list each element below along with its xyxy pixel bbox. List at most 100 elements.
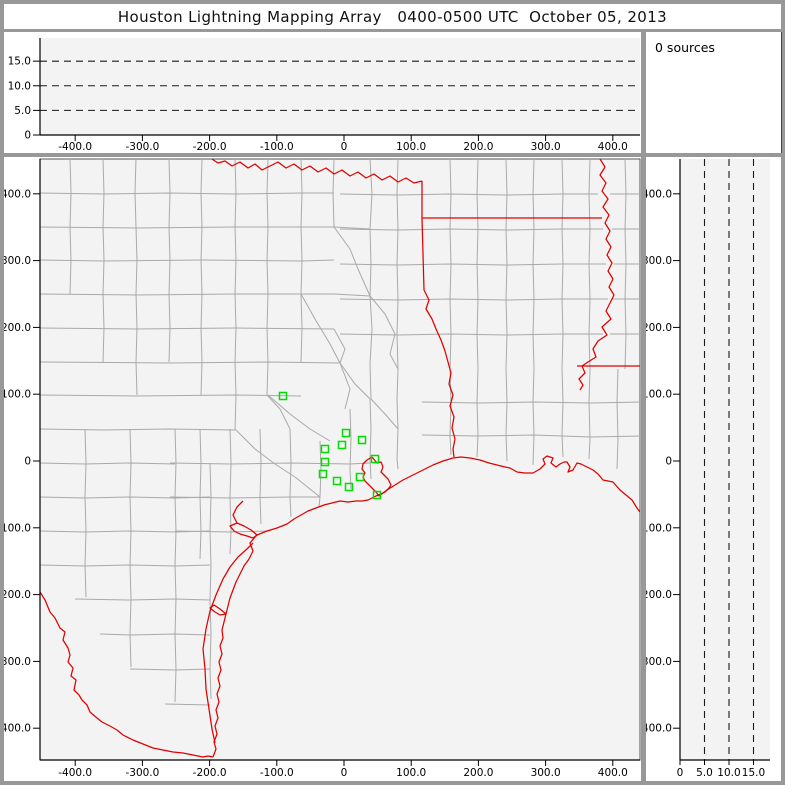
county-boundary — [229, 428, 232, 555]
ns-distance-tick-label: -400.0 — [4, 723, 31, 735]
ns-distance-tick-label: 200.0 — [4, 322, 31, 334]
map-plot-area[interactable] — [39, 158, 641, 761]
sources-panel: 0 sources — [646, 32, 782, 153]
ns-distance-tick-label: 100.0 — [4, 389, 31, 401]
county-boundary — [339, 263, 606, 266]
county-boundary — [333, 226, 371, 297]
county-boundary — [421, 434, 640, 438]
ew-distance-tick-label: -100.0 — [260, 767, 294, 779]
altitude-ew-plot[interactable]: 0 5.0 10.0 15.0 -400.0 -300.0 -200.0 -100.0 0 100… — [4, 32, 641, 153]
state-border-line — [578, 365, 586, 391]
ew-distance-tick-label: 300.0 — [531, 141, 561, 153]
ns-distance-tick-label: -100.0 — [4, 522, 31, 534]
county-boundary — [370, 398, 399, 430]
county-lines — [40, 159, 640, 706]
county-boundary — [200, 159, 203, 396]
county-boundary — [259, 428, 262, 525]
altitude-profile-panel: -400.0 -300.0 -200.0 -100.0 0 100.0 200.0 300.0… — [646, 157, 781, 781]
altitude-tick-label: 5.0 — [14, 105, 31, 117]
county-boundary — [174, 428, 177, 703]
county-boundary — [40, 564, 211, 567]
county-boundary — [449, 368, 452, 456]
county-boundary — [339, 362, 371, 400]
altitude-tick-label: 0 — [677, 767, 684, 779]
county-boundary — [369, 295, 399, 370]
ns-distance-tick-label: 300.0 — [4, 255, 31, 267]
ew-distance-tick-label: 200.0 — [463, 767, 493, 779]
state-border-line — [423, 289, 456, 458]
county-boundary — [339, 193, 598, 196]
county-boundary — [134, 159, 138, 396]
ew-distance-tick-label: 400.0 — [598, 141, 628, 153]
lma-station-marker — [344, 482, 354, 492]
county-boundary — [164, 703, 211, 706]
lma-station-marker — [320, 444, 330, 454]
county-boundary — [505, 368, 508, 462]
altitude-tick-label: 15.0 — [8, 56, 31, 68]
county-boundary — [339, 333, 603, 336]
county-boundary — [40, 259, 335, 262]
altitude-tick-label: 10.0 — [8, 80, 31, 92]
lma-station-marker — [337, 440, 347, 450]
lma-station-marker — [332, 476, 342, 486]
ns-distance-tick-label: 400.0 — [646, 188, 672, 200]
lma-station-marker — [370, 454, 380, 464]
county-boundary — [532, 159, 535, 370]
county-boundary — [129, 668, 211, 671]
county-boundary — [294, 476, 321, 498]
ew-distance-tick-label: -200.0 — [193, 141, 227, 153]
ew-distance-tick-label: -100.0 — [260, 141, 294, 153]
county-boundary — [99, 633, 211, 636]
state-border-line — [581, 159, 615, 367]
plan-view-map[interactable]: -400.0 -300.0 -200.0 -100.0 0 100.0 200.0 300.0… — [4, 157, 641, 781]
ns-distance-tick-label: -100.0 — [646, 522, 672, 534]
county-boundary — [40, 192, 334, 195]
ns-distance-tick-label: 400.0 — [4, 188, 31, 200]
lma-station-marker — [318, 469, 328, 479]
state-border-line — [211, 159, 423, 184]
ns-distance-tick-label: 0 — [665, 456, 672, 468]
ew-distance-tick-label: 100.0 — [396, 141, 426, 153]
lma-station-marker — [278, 391, 288, 401]
ew-distance-tick-label: 100.0 — [396, 767, 426, 779]
county-boundary — [505, 159, 508, 370]
county-boundary — [300, 293, 341, 364]
ew-distance-tick-label: 400.0 — [598, 767, 628, 779]
ew-distance-tick-label: -400.0 — [58, 141, 92, 153]
ns-distance-tick-label: -200.0 — [4, 589, 31, 601]
county-boundary — [318, 440, 322, 508]
ns-distance-tick-label: -300.0 — [646, 656, 672, 668]
altitude-tick-label: 15.0 — [742, 767, 765, 779]
county-boundary — [40, 293, 371, 297]
state-border-line — [209, 604, 227, 616]
ew-distance-tick-label: -200.0 — [193, 767, 227, 779]
county-boundary — [40, 361, 341, 364]
altitude-tick-label: 0 — [24, 130, 31, 142]
lma-stations — [278, 391, 382, 500]
county-boundary — [339, 228, 603, 231]
map-panel: -400.0 -300.0 -200.0 -100.0 0 100.0 200.0 300.0… — [4, 157, 641, 781]
ns-distance-tick-label: -200.0 — [646, 589, 672, 601]
state-border-line — [421, 181, 425, 291]
county-boundary — [339, 298, 608, 301]
county-boundary — [289, 428, 292, 518]
ew-distance-tick-label: 0 — [341, 767, 348, 779]
county-boundary — [40, 327, 335, 330]
altitude-time-panel: 0 5.0 10.0 15.0 -400.0 -300.0 -200.0 -100.0 0 100… — [4, 32, 641, 153]
map-layers — [40, 159, 640, 758]
ns-distance-tick-label: 100.0 — [646, 389, 672, 401]
lma-station-marker — [320, 457, 330, 467]
county-boundary — [267, 394, 331, 442]
ns-distance-tick-label: -300.0 — [4, 656, 31, 668]
ew-distance-tick-label: -400.0 — [58, 767, 92, 779]
county-boundary — [209, 462, 212, 700]
ew-distance-tick-label: 200.0 — [463, 141, 493, 153]
altitude-ns-plot-area[interactable] — [680, 159, 770, 760]
ns-distance-tick-label: -400.0 — [646, 723, 672, 735]
county-boundary — [266, 159, 269, 396]
altitude-ns-plot[interactable]: -400.0 -300.0 -200.0 -100.0 0 100.0 200.0 300.0… — [646, 157, 781, 781]
altitude-ew-plot-area[interactable] — [40, 38, 640, 135]
ew-distance-tick-label: 0 — [341, 141, 348, 153]
lma-station-marker — [372, 490, 382, 500]
